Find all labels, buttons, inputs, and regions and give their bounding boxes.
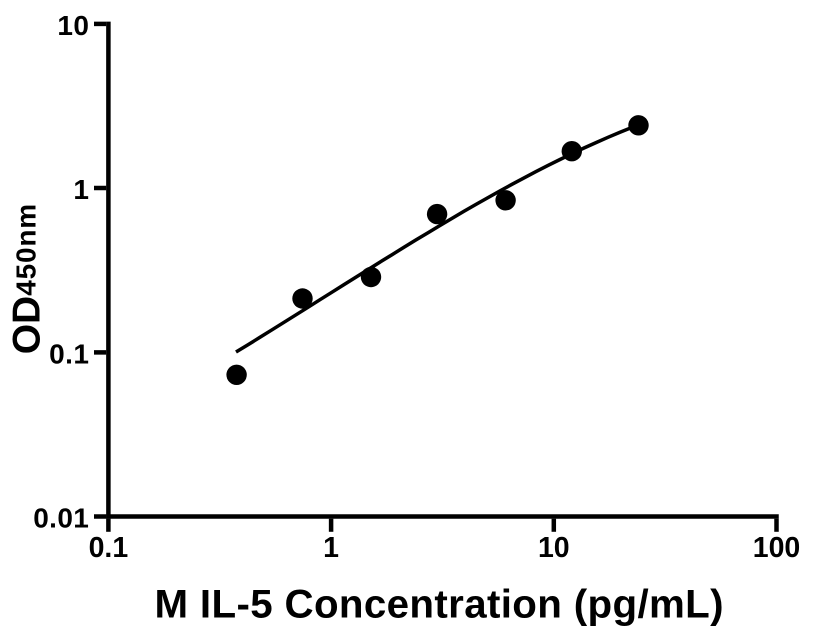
svg-text:10: 10 bbox=[57, 10, 89, 41]
svg-text:0.1: 0.1 bbox=[89, 532, 129, 564]
svg-text:0.1: 0.1 bbox=[49, 339, 89, 370]
svg-text:1: 1 bbox=[73, 174, 89, 205]
svg-text:OD450nm: OD450nm bbox=[5, 203, 48, 354]
svg-text:0.01: 0.01 bbox=[33, 503, 89, 534]
svg-text:100: 100 bbox=[753, 532, 801, 564]
svg-text:1: 1 bbox=[323, 532, 339, 564]
svg-text:10: 10 bbox=[538, 532, 570, 564]
svg-text:M IL-5 Concentration (pg/mL): M IL-5 Concentration (pg/mL) bbox=[154, 582, 723, 627]
